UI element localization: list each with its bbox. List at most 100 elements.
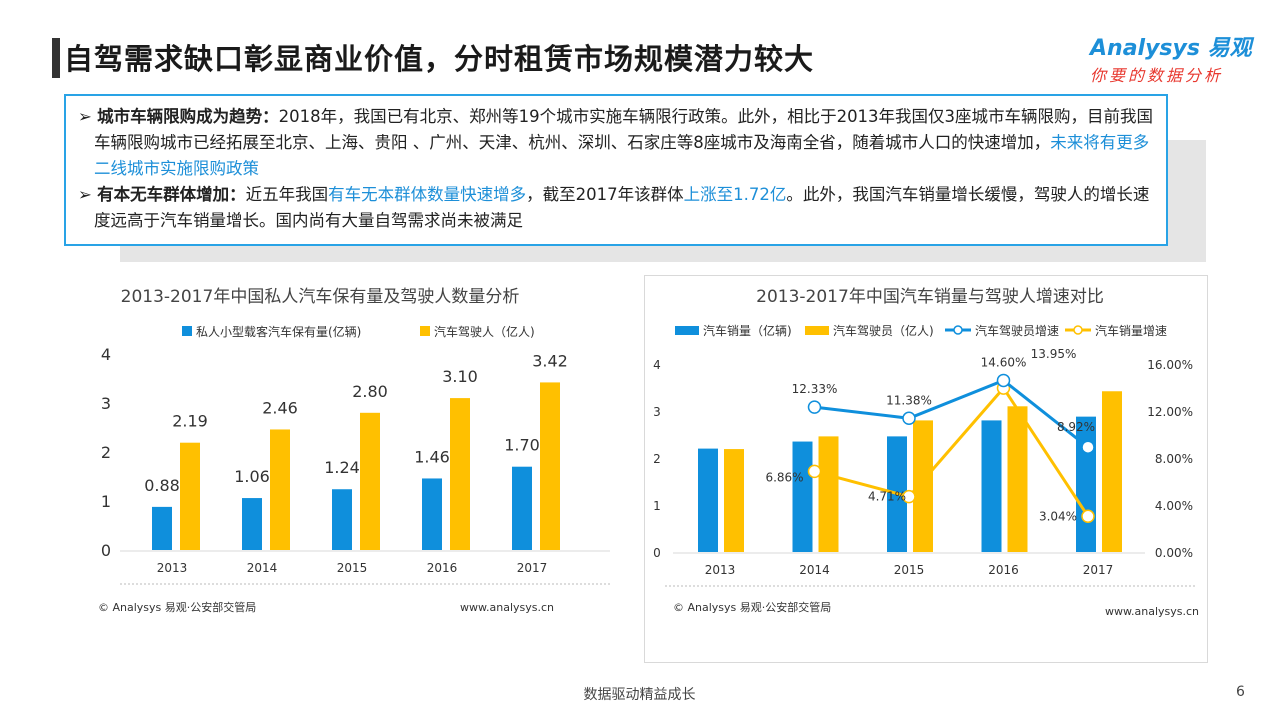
logo-main: Analysys 易观 — [1090, 36, 1252, 61]
bullet-highlight: 上涨至1.72亿 — [683, 185, 787, 204]
x-tick-label: 2014 — [799, 563, 830, 577]
x-tick-label: 2016 — [427, 561, 458, 575]
line-marker — [1081, 440, 1095, 454]
bar — [1007, 406, 1028, 552]
bullet-2: ➢ 有本无车群体增加：近五年我国有车无本群体数量快速增多，截至2017年该群体上… — [78, 185, 1150, 230]
data-label: 11.38% — [886, 393, 932, 407]
line-marker — [807, 400, 822, 414]
data-label: 1.46 — [414, 447, 450, 466]
bullet-head: 城市车辆限购成为趋势： — [97, 107, 279, 126]
data-label: 2.19 — [172, 412, 208, 431]
x-tick-label: 2015 — [337, 561, 368, 575]
bullet-head: 有本无车群体增加： — [97, 185, 246, 204]
y2-tick-label: 12.00% — [1147, 405, 1193, 419]
page-number: 6 — [1236, 684, 1245, 700]
bar — [913, 420, 933, 552]
legend-marker — [953, 325, 963, 335]
y-tick-label: 2 — [101, 443, 111, 462]
legend-label: 汽车驾驶员（亿人) — [833, 323, 934, 338]
data-label: 1.70 — [504, 436, 540, 455]
line-marker — [902, 411, 916, 426]
url-text: www.analysys.cn — [1105, 605, 1199, 618]
y-tick-label: 4 — [101, 345, 111, 364]
bullet-text: 。此外，我国汽车销量增长缓慢，驾驶人的增长速度远高于汽车销量增长。国内尚有大量自… — [94, 185, 1150, 230]
footer-slogan: 数据驱动精益成长 — [583, 687, 696, 703]
y-tick-label: 4 — [653, 358, 661, 372]
legend-label: 汽车驾驶人（亿人) — [434, 324, 535, 339]
x-tick-label: 2016 — [988, 563, 1019, 577]
bar — [818, 436, 839, 552]
data-label: 3.04% — [1039, 509, 1077, 523]
line-marker — [902, 489, 916, 504]
data-label: 3.10 — [442, 367, 478, 386]
bar — [422, 478, 442, 550]
url-text: www.analysys.cn — [460, 601, 554, 614]
data-label: 14.60% — [981, 355, 1027, 369]
series-line — [814, 385, 1090, 518]
x-tick-label: 2014 — [247, 561, 278, 575]
bullet-text: 近五年我国 — [245, 185, 329, 204]
source-text: © Analysys 易观·公安部交管局 — [673, 600, 831, 614]
x-tick-label: 2017 — [517, 561, 548, 575]
data-label: 0.88 — [144, 476, 180, 495]
data-label: 1.06 — [234, 467, 270, 486]
legend-label: 汽车销量（亿辆) — [703, 323, 792, 338]
data-label: 12.33% — [792, 382, 838, 396]
y-tick-label: 3 — [101, 394, 111, 413]
bar — [540, 382, 560, 550]
data-label: 8.92% — [1057, 420, 1095, 434]
y2-tick-label: 8.00% — [1155, 452, 1193, 466]
x-tick-label: 2017 — [1083, 563, 1114, 577]
x-tick-label: 2013 — [157, 561, 188, 575]
bar — [792, 441, 813, 552]
legend-swatch — [420, 326, 430, 336]
bullet-1: ➢ 城市车辆限购成为趋势：2018年，我国已有北京、郑州等19个城市实施车辆限行… — [78, 107, 1154, 178]
bar — [724, 449, 744, 552]
chart-left: 2013-2017年中国私人汽车保有量及驾驶人数量分析私人小型载客汽车保有量(亿… — [98, 287, 610, 614]
y-tick-label: 3 — [653, 405, 661, 419]
line-marker — [807, 464, 822, 479]
y-tick-label: 2 — [653, 452, 661, 466]
bullet-highlight: 未来将有更多二线城市实施限购政策 — [94, 133, 1150, 178]
logo: Analysys 易观 你要的数据分析 — [1090, 30, 1260, 86]
y-tick-label: 1 — [101, 492, 111, 511]
bar — [981, 420, 1002, 552]
bar — [270, 429, 290, 550]
legend-swatch — [675, 326, 699, 335]
data-label: 4.71% — [868, 490, 906, 504]
y-tick-label: 1 — [653, 499, 661, 513]
data-label: 1.24 — [324, 458, 360, 477]
bar — [698, 448, 718, 552]
line-marker — [996, 373, 1011, 388]
legend-label: 汽车销量增速 — [1095, 323, 1167, 338]
series-line — [814, 378, 1089, 449]
y-tick-label: 0 — [653, 546, 661, 560]
bar — [360, 412, 380, 550]
chart-title: 2013-2017年中国私人汽车保有量及驾驶人数量分析 — [121, 287, 520, 307]
bar — [180, 442, 200, 550]
legend-label: 汽车驾驶员增速 — [975, 323, 1059, 338]
bar — [512, 466, 532, 550]
data-label: 6.86% — [765, 470, 803, 484]
y-tick-label: 0 — [101, 541, 111, 560]
data-label: 2.80 — [352, 382, 388, 401]
source-text: © Analysys 易观·公安部交管局 — [98, 600, 256, 614]
y2-tick-label: 0.00% — [1155, 546, 1193, 560]
bar — [242, 498, 262, 550]
chart-title: 2013-2017年中国汽车销量与驾驶人增速对比 — [756, 287, 1104, 307]
line-marker — [1081, 509, 1095, 524]
title-accent-bar — [52, 38, 60, 78]
bar — [152, 506, 172, 550]
bar — [332, 489, 352, 550]
page-title: 自驾需求缺口彰显商业价值，分时租赁市场规模潜力较大 — [64, 42, 815, 76]
y2-tick-label: 16.00% — [1147, 358, 1193, 372]
bar — [1076, 416, 1096, 552]
bar — [450, 398, 470, 550]
legend-label: 私人小型载客汽车保有量(亿辆) — [196, 324, 361, 339]
bullet-highlight: 有车无本群体数量快速增多 — [328, 185, 527, 204]
legend-swatch — [805, 326, 829, 335]
data-label: 3.42 — [532, 351, 568, 370]
summary-box: ➢ 城市车辆限购成为趋势：2018年，我国已有北京、郑州等19个城市实施车辆限行… — [64, 94, 1168, 246]
bullet-text: 2018年，我国已有北京、郑州等19个城市实施车辆限行政策。此外，相比于2013… — [94, 107, 1154, 152]
